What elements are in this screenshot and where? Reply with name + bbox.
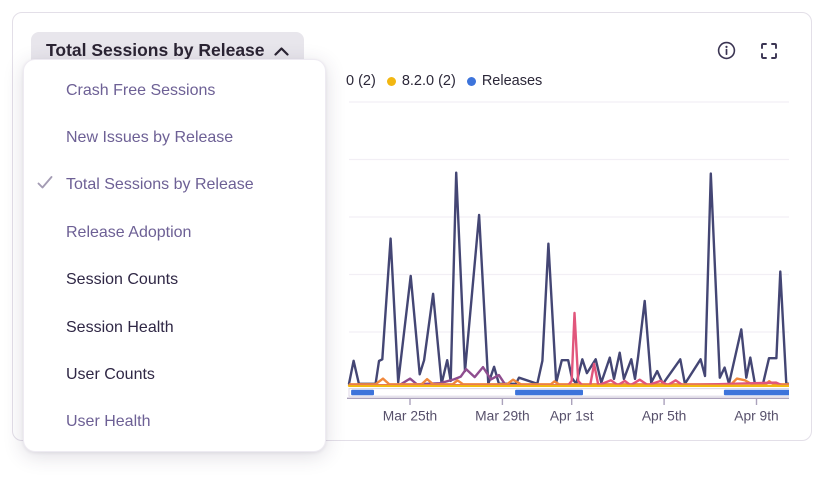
- menu-item-label: User Counts: [66, 366, 155, 384]
- x-tick-label: Mar 29th: [475, 409, 529, 424]
- x-tick-label: Apr 9th: [734, 409, 778, 424]
- menu-item-user-health[interactable]: User Health: [24, 399, 325, 446]
- legend-dot-yellow: [386, 76, 396, 86]
- menu-item-session-health[interactable]: Session Health: [24, 304, 325, 351]
- info-icon: [717, 41, 736, 63]
- menu-item-label: Total Sessions by Release: [66, 176, 254, 194]
- menu-item-total-sessions-by-release[interactable]: Total Sessions by Release: [24, 162, 325, 209]
- menu-item-label: Crash Free Sessions: [66, 81, 216, 99]
- release-chart-svg: Mar 25th Mar 29th Apr 1st Apr 5th Apr 9th: [347, 101, 789, 424]
- menu-item-label: Session Counts: [66, 271, 179, 289]
- menu-item-user-counts[interactable]: User Counts: [24, 351, 325, 398]
- check-icon: [37, 176, 53, 195]
- series-release-navy: [347, 171, 789, 385]
- release-chart: Mar 25th Mar 29th Apr 1st Apr 5th Apr 9th: [331, 91, 789, 431]
- legend-entry-releases[interactable]: Releases: [466, 73, 543, 89]
- legend-entry-8-2-0[interactable]: 8.2.0 (2): [386, 73, 456, 89]
- menu-item-label: Session Health: [66, 318, 174, 336]
- x-tick-label: Apr 1st: [550, 409, 594, 424]
- info-button[interactable]: [716, 41, 736, 63]
- chart-legend: 0 (2) 8.2.0 (2) Releases: [346, 71, 542, 91]
- widget-header-actions: [716, 41, 779, 63]
- legend-label: 0 (2): [346, 73, 376, 89]
- release-bar[interactable]: [723, 389, 789, 396]
- release-bar[interactable]: [351, 389, 374, 396]
- expand-icon: [760, 42, 778, 63]
- menu-item-crash-free-sessions[interactable]: Crash Free Sessions: [24, 67, 325, 114]
- menu-item-label: Release Adoption: [66, 223, 192, 241]
- legend-label: 8.2.0 (2): [401, 73, 456, 89]
- x-tick-label: Apr 5th: [642, 409, 686, 424]
- legend-entry-cropped[interactable]: 0 (2): [346, 73, 376, 89]
- expand-button[interactable]: [759, 42, 779, 62]
- x-tick-label: Mar 25th: [383, 409, 437, 424]
- release-bar[interactable]: [515, 389, 583, 396]
- widget-type-dropdown-menu: Crash Free Sessions New Issues by Releas…: [23, 59, 326, 452]
- legend-label: Releases: [481, 73, 543, 89]
- menu-item-release-adoption[interactable]: Release Adoption: [24, 209, 325, 256]
- menu-item-session-counts[interactable]: Session Counts: [24, 257, 325, 304]
- menu-item-label: New Issues by Release: [66, 129, 234, 147]
- series-release-pink: [348, 311, 789, 387]
- menu-item-new-issues-by-release[interactable]: New Issues by Release: [24, 114, 325, 161]
- legend-dot-blue: [466, 76, 476, 86]
- chevron-up-icon: [273, 46, 289, 56]
- widget-title: Total Sessions by Release: [46, 40, 265, 60]
- menu-item-label: User Health: [66, 413, 151, 431]
